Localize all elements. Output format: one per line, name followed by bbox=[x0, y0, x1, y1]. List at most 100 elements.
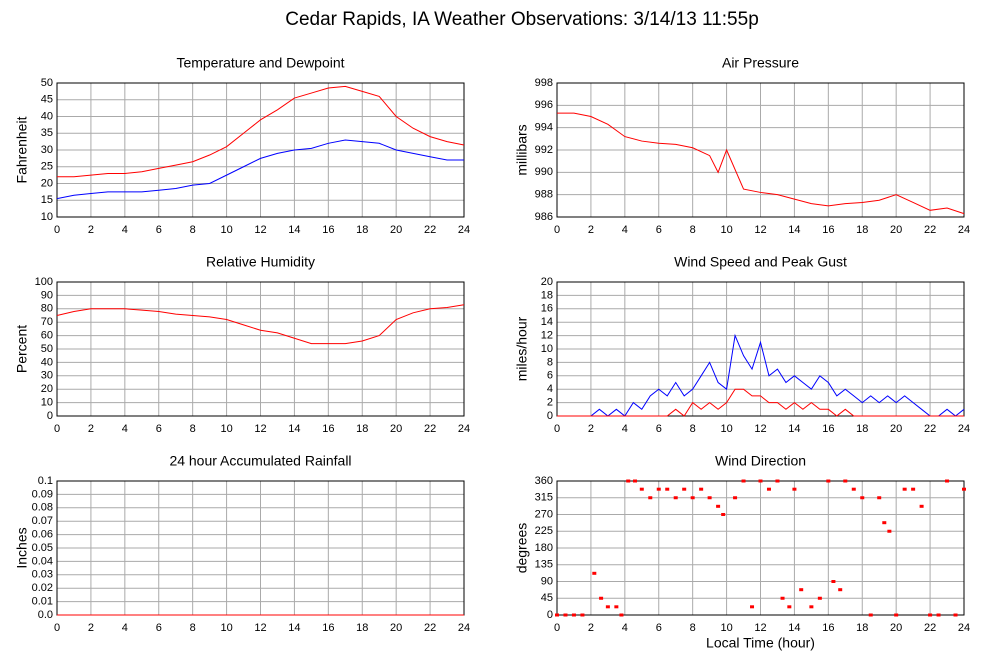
data-point bbox=[571, 613, 576, 617]
y-tick-label: 360 bbox=[535, 475, 553, 487]
x-tick-label: 14 bbox=[788, 423, 800, 435]
data-point bbox=[758, 479, 763, 483]
x-tick-label: 0 bbox=[54, 622, 60, 634]
x-tick-label: 0 bbox=[554, 224, 560, 236]
data-point bbox=[716, 504, 721, 508]
x-tick-label: 0 bbox=[554, 622, 560, 634]
chart-title: Relative Humidity bbox=[206, 254, 315, 270]
data-point bbox=[902, 487, 907, 491]
data-point bbox=[838, 588, 843, 592]
y-tick-label: 0.09 bbox=[32, 488, 53, 500]
y-tick-label: 50 bbox=[41, 343, 53, 355]
data-point bbox=[826, 479, 831, 483]
y-tick-label: 40 bbox=[41, 356, 53, 368]
x-tick-label: 14 bbox=[288, 622, 300, 634]
data-point bbox=[682, 487, 687, 491]
data-point bbox=[733, 496, 738, 500]
y-tick-label: 0.1 bbox=[38, 475, 53, 487]
x-tick-label: 6 bbox=[656, 423, 662, 435]
x-tick-label: 6 bbox=[656, 622, 662, 634]
x-tick-label: 14 bbox=[288, 423, 300, 435]
x-tick-label: 12 bbox=[254, 622, 266, 634]
data-point bbox=[877, 496, 882, 500]
data-point bbox=[919, 504, 924, 508]
y-tick-label: 0 bbox=[547, 410, 553, 422]
data-point bbox=[563, 613, 568, 617]
y-tick-label: 20 bbox=[41, 177, 53, 189]
data-point bbox=[953, 613, 958, 617]
data-point bbox=[750, 605, 755, 609]
data-point bbox=[792, 487, 797, 491]
data-point bbox=[690, 496, 695, 500]
data-point bbox=[882, 521, 887, 525]
y-tick-label: 30 bbox=[41, 370, 53, 382]
x-tick-label: 12 bbox=[754, 423, 766, 435]
y-tick-label: 40 bbox=[41, 110, 53, 122]
y-tick-label: 6 bbox=[547, 370, 553, 382]
x-tick-label: 2 bbox=[88, 423, 94, 435]
x-tick-label: 16 bbox=[322, 622, 334, 634]
data-point bbox=[699, 487, 704, 491]
x-tick-label: 24 bbox=[958, 622, 970, 634]
x-tick-label: 22 bbox=[424, 224, 436, 236]
x-tick-label: 4 bbox=[622, 423, 628, 435]
data-point bbox=[665, 487, 670, 491]
y-axis-label: miles/hour bbox=[514, 316, 530, 381]
data-point bbox=[619, 613, 624, 617]
y-tick-label: 35 bbox=[41, 127, 53, 139]
y-tick-label: 315 bbox=[535, 492, 553, 504]
y-tick-label: 16 bbox=[541, 303, 553, 315]
x-tick-label: 14 bbox=[788, 622, 800, 634]
y-tick-label: 70 bbox=[41, 316, 53, 328]
x-tick-label: 2 bbox=[588, 224, 594, 236]
data-point bbox=[555, 613, 559, 617]
y-tick-label: 0.01 bbox=[32, 596, 53, 608]
y-tick-label: 30 bbox=[41, 144, 53, 156]
data-point bbox=[633, 479, 638, 483]
y-tick-label: 10 bbox=[41, 211, 53, 223]
x-tick-label: 24 bbox=[458, 622, 470, 634]
y-tick-label: 990 bbox=[535, 166, 553, 178]
x-tick-label: 6 bbox=[156, 224, 162, 236]
y-tick-label: 18 bbox=[541, 289, 553, 301]
chart-title: Air Pressure bbox=[722, 55, 799, 71]
x-tick-label: 20 bbox=[890, 622, 902, 634]
x-tick-label: 6 bbox=[156, 423, 162, 435]
x-tick-label: 18 bbox=[356, 224, 368, 236]
y-tick-label: 0.06 bbox=[32, 529, 53, 541]
data-point bbox=[721, 513, 726, 516]
page-title: Cedar Rapids, IA Weather Observations: 3… bbox=[285, 9, 759, 30]
y-tick-label: 80 bbox=[41, 303, 53, 315]
y-tick-label: 0.0 bbox=[38, 609, 53, 621]
y-tick-label: 8 bbox=[547, 356, 553, 368]
x-tick-label: 22 bbox=[924, 622, 936, 634]
y-tick-label: 992 bbox=[535, 144, 553, 156]
data-point bbox=[868, 613, 873, 617]
y-tick-label: 14 bbox=[541, 316, 553, 328]
x-tick-label: 6 bbox=[156, 622, 162, 634]
y-tick-label: 60 bbox=[41, 330, 53, 342]
y-tick-label: 20 bbox=[541, 276, 553, 288]
chart-title: Wind Speed and Peak Gust bbox=[674, 254, 847, 270]
x-tick-label: 10 bbox=[720, 224, 732, 236]
x-tick-label: 18 bbox=[856, 622, 868, 634]
y-tick-label: 20 bbox=[41, 383, 53, 395]
x-tick-label: 10 bbox=[220, 423, 232, 435]
x-tick-label: 20 bbox=[390, 423, 402, 435]
x-tick-label: 12 bbox=[754, 224, 766, 236]
x-tick-label: 16 bbox=[322, 423, 334, 435]
y-tick-label: 15 bbox=[41, 194, 53, 206]
data-point bbox=[894, 613, 899, 617]
y-tick-label: 0.04 bbox=[32, 555, 53, 567]
x-tick-label: 16 bbox=[822, 622, 834, 634]
y-tick-label: 998 bbox=[535, 77, 553, 89]
y-tick-label: 0.07 bbox=[32, 515, 53, 527]
x-tick-label: 24 bbox=[458, 423, 470, 435]
y-tick-label: 10 bbox=[41, 397, 53, 409]
x-tick-label: 14 bbox=[788, 224, 800, 236]
y-tick-label: 12 bbox=[541, 330, 553, 342]
data-point bbox=[817, 596, 822, 600]
y-axis-label: degrees bbox=[514, 523, 530, 574]
x-tick-label: 22 bbox=[924, 423, 936, 435]
